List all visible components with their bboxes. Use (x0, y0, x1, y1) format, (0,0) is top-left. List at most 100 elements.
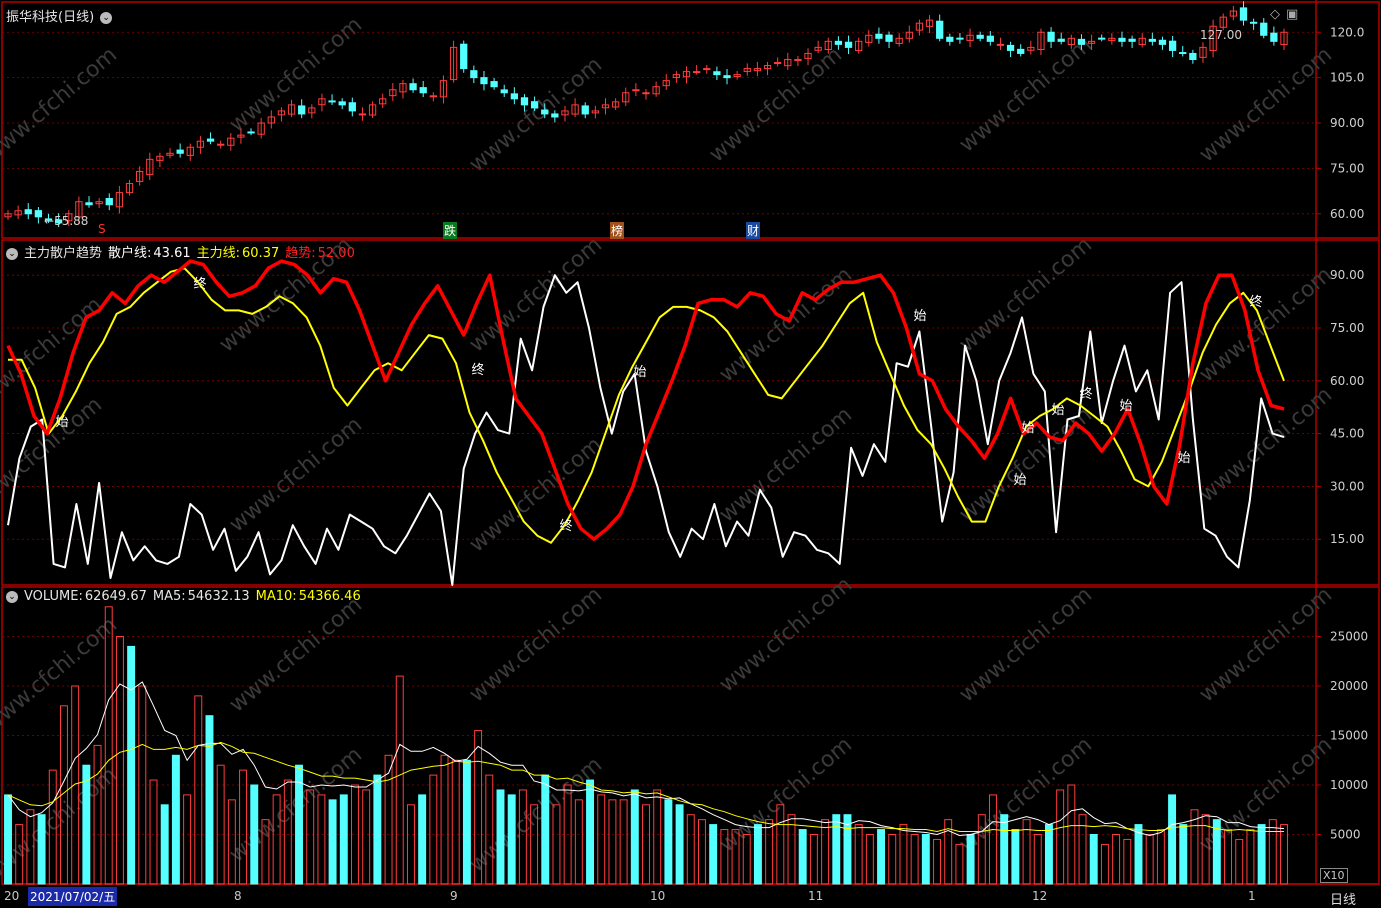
panel-frame (1, 1, 1380, 239)
candle-body (601, 104, 610, 109)
candle-body (834, 40, 843, 45)
volume-y-tick-label: 5000 (1330, 828, 1361, 842)
candle-body (561, 110, 569, 116)
candle-body (1189, 52, 1197, 60)
candle-body (510, 93, 518, 100)
volume-bar (272, 794, 281, 885)
candle-body (1128, 38, 1136, 42)
candle-body (490, 81, 498, 88)
candle-body (308, 107, 316, 114)
candle-body (429, 95, 437, 98)
volume-bar (171, 754, 180, 885)
volume-bar (1067, 784, 1076, 885)
watermark-text: www.cfchi.com (705, 42, 847, 167)
candle-body (662, 80, 670, 87)
volume-bar (339, 794, 348, 885)
watermark-text: www.cfchi.com (0, 612, 122, 737)
volume-bar (944, 819, 953, 885)
price-y-tick-label: 120.0 (1330, 25, 1364, 39)
indicator-y-tick-label: 15.00 (1330, 532, 1364, 546)
candle-body (692, 71, 701, 74)
volume-bar (1268, 819, 1277, 885)
period-label[interactable]: 日线 (1330, 893, 1357, 908)
volume-bar (283, 779, 292, 885)
watermark-text: www.cfchi.com (465, 582, 607, 707)
volume-menu-icon[interactable]: ⌄ (6, 590, 18, 603)
candle-body (419, 87, 427, 94)
volume-bar (362, 789, 371, 885)
candle-body (54, 219, 63, 224)
volume-bar (160, 804, 169, 885)
price-y-tick-label: 75.00 (1330, 161, 1364, 175)
signal-label: 终 (1249, 294, 1262, 310)
restore-window-icon[interactable]: ▣ (1286, 7, 1299, 22)
volume-bar (1224, 829, 1233, 885)
candle-body (318, 98, 326, 106)
marker-bang[interactable]: 榜 (610, 222, 625, 239)
candle-body (34, 210, 43, 218)
volume-label: VOLUME: (24, 589, 83, 604)
candle-body (1148, 38, 1156, 42)
volume-ma10-line (7, 741, 1284, 833)
volume-bar (1179, 824, 1188, 885)
candle-body (95, 201, 103, 205)
candle-body (915, 22, 924, 31)
candle-body (75, 201, 83, 218)
candle-body (287, 104, 296, 115)
candle-body (1067, 37, 1075, 46)
marker-cai[interactable]: 财 (746, 222, 761, 239)
volume-bar (1257, 824, 1266, 885)
volume-bar (250, 784, 259, 885)
volume-bar (955, 843, 964, 885)
candle-body (733, 74, 741, 78)
volume-bar (1044, 824, 1053, 885)
volume-bar (138, 685, 147, 885)
retail-line (7, 274, 1285, 586)
volume-bar (854, 824, 863, 885)
volume-bar (1000, 814, 1009, 885)
indicator-name: 主力散户趋势 (24, 246, 103, 261)
indicator-menu-icon[interactable]: ⌄ (6, 247, 18, 260)
candle-body (875, 33, 883, 39)
volume-bar (1190, 809, 1199, 885)
price-header: 振华科技(日线) ⌄ (6, 6, 118, 25)
volume-bar (843, 814, 852, 885)
candle-body (206, 138, 215, 142)
candle-body (1118, 37, 1126, 42)
candle-body (571, 104, 579, 115)
candle-body (146, 158, 154, 176)
candle-body (449, 46, 458, 81)
candle-body (368, 104, 377, 116)
volume-bar (295, 764, 303, 885)
diamond-icon[interactable]: ◇ (1270, 7, 1280, 22)
volume-bar (630, 789, 639, 885)
volume-bar (239, 769, 248, 885)
candle-body (581, 105, 589, 115)
candle-body (966, 34, 974, 41)
volume-bar (597, 794, 606, 885)
candle-body (541, 109, 549, 115)
volume-bar (485, 774, 494, 885)
volume-bar (1123, 838, 1132, 885)
volume-bar (709, 824, 718, 885)
volume-bar (1235, 838, 1244, 885)
marker-s[interactable]: S (98, 222, 106, 236)
candle-body (460, 43, 468, 70)
candle-body (1280, 31, 1288, 46)
volume-bar (933, 838, 941, 885)
volume-bar (1280, 824, 1288, 885)
candle-body (885, 34, 893, 42)
marker-die[interactable]: 跌 (443, 222, 458, 239)
settings-dropdown-icon[interactable]: ⌄ (100, 11, 113, 24)
signal-label: 始 (55, 415, 68, 430)
candle-body (1229, 10, 1238, 17)
indicator-y-tick-label: 45.00 (1330, 427, 1364, 441)
volume-bar (328, 799, 337, 885)
volume-bar (910, 834, 919, 885)
volume-bar (183, 794, 192, 885)
candle-body (794, 58, 802, 62)
volume-header: ⌄ VOLUME: 62649.67 MA5: 54632.13 MA10: 54366.4… (6, 589, 367, 604)
signal-label: 终 (1079, 386, 1092, 402)
candle-body (24, 209, 32, 215)
